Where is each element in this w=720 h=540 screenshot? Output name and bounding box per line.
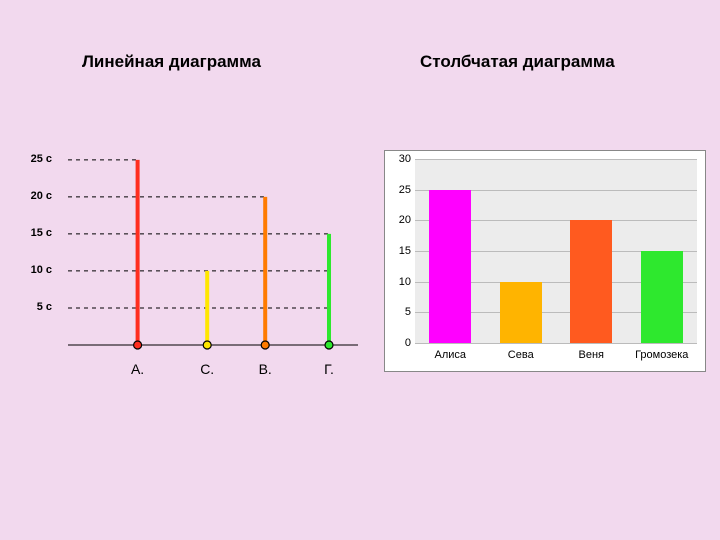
bar-chart-ytick: 15 (391, 245, 411, 257)
bar-chart-ytick: 0 (391, 337, 411, 349)
bar-chart-xtick: Веня (579, 349, 605, 361)
bar-chart-plot: 051015202530 (415, 159, 697, 343)
bar-chart-ytick: 5 (391, 306, 411, 318)
page: Линейная диаграмма Столбчатая диаграмма … (0, 0, 720, 540)
line-chart-title: Линейная диаграмма (82, 52, 261, 72)
bar-chart-xtick: Алиса (434, 349, 466, 361)
line-chart-marker (261, 341, 269, 349)
line-chart-ytick: 25 с (24, 153, 52, 165)
line-chart-marker (203, 341, 211, 349)
bar-chart-bar (570, 220, 612, 343)
bar-chart-xtick: Сева (508, 349, 534, 361)
line-chart-marker (134, 341, 142, 349)
bar-chart-ytick: 20 (391, 214, 411, 226)
bar-chart-bar (429, 190, 471, 343)
bar-chart-bar (500, 282, 542, 343)
line-chart-marker (325, 341, 333, 349)
line-chart-svg (68, 145, 358, 365)
bar-chart: 051015202530 АлисаСеваВеняГромозека (384, 150, 706, 372)
line-chart-ytick: 20 с (24, 190, 52, 202)
line-chart: 25 с20 с15 с10 с5 сА.С.В.Г. (68, 145, 358, 345)
line-chart-ytick: 15 с (24, 227, 52, 239)
line-chart-ytick: 5 с (24, 301, 52, 313)
bar-chart-ytick: 25 (391, 184, 411, 196)
bar-chart-ytick: 10 (391, 276, 411, 288)
bar-chart-gridline (415, 343, 697, 344)
bar-chart-ytick: 30 (391, 153, 411, 165)
bar-chart-title: Столбчатая диаграмма (420, 52, 615, 72)
bar-chart-gridline (415, 159, 697, 160)
bar-chart-bar (641, 251, 683, 343)
line-chart-ytick: 10 с (24, 264, 52, 276)
bar-chart-xtick: Громозека (635, 349, 688, 361)
